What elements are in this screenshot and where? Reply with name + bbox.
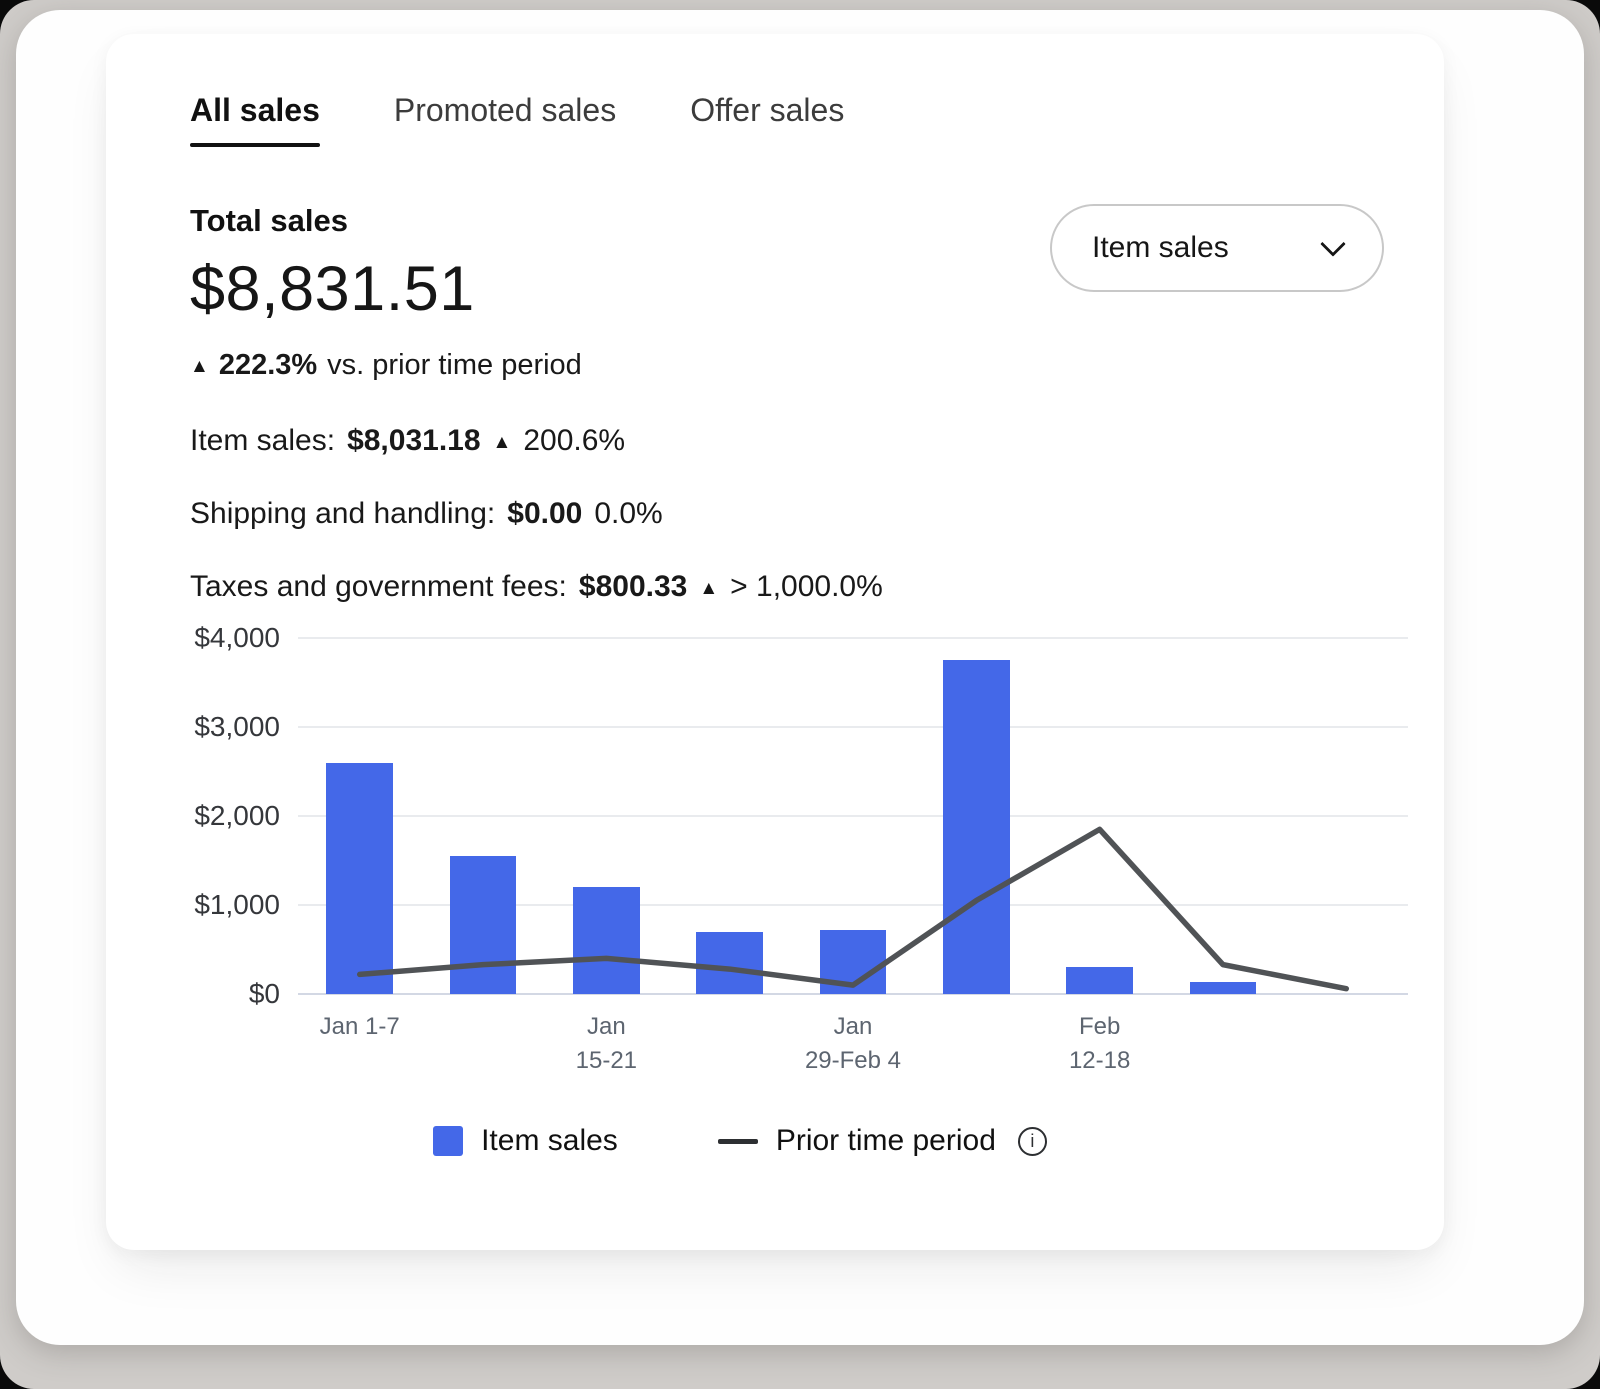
app-window: All sales Promoted sales Offer sales Ite…: [16, 10, 1584, 1345]
x-tick-empty: [1285, 1010, 1408, 1078]
chevron-down-icon: [1320, 231, 1346, 257]
y-tick-label: $3,000: [194, 711, 280, 742]
sales-tabs: All sales Promoted sales Offer sales: [190, 92, 1444, 147]
plot-area: [298, 637, 1408, 995]
x-tick-label: Jan 15-21: [575, 1013, 638, 1075]
item-sales-bar: [573, 887, 640, 994]
item-sales-bar: [449, 856, 517, 994]
metric-select-value: Item sales: [1092, 231, 1229, 264]
x-tick-label: Jan 29-Feb 4: [804, 1013, 901, 1075]
sales-breakdown: Item sales: $8,031.18 ▲ 200.6% Shipping …: [190, 424, 1444, 604]
x-tick-empty: [421, 1010, 544, 1078]
breakdown-pct: > 1,000.0%: [730, 570, 883, 603]
bar-slot: [1038, 638, 1161, 994]
sales-chart: $4,000 $3,000 $2,000 $1,000 $0 Jan 1-7 Jan 15…: [190, 622, 1408, 1078]
breakdown-pct: 200.6%: [523, 424, 626, 457]
breakdown-value: $800.33: [578, 570, 688, 603]
x-tick-empty: [668, 1010, 791, 1078]
line-swatch-icon: [717, 1138, 758, 1144]
info-icon[interactable]: i: [1017, 1126, 1047, 1156]
y-axis-labels: $4,000 $3,000 $2,000 $1,000 $0: [190, 622, 298, 1009]
metric-delta: ▲ 222.3% vs. prior time period: [190, 349, 1444, 382]
legend-prior-period: Prior time period i: [717, 1124, 1047, 1158]
x-tick-empty: [1161, 1010, 1284, 1078]
item-sales-bar: [1066, 967, 1133, 994]
x-axis-labels: Jan 1-7 Jan 15-21 Jan 29-Feb 4 Feb 12-18: [298, 1010, 1408, 1078]
y-tick-label: $4,000: [194, 622, 280, 653]
arrow-up-icon: ▲: [699, 577, 719, 599]
tab-promoted-sales-label: Promoted sales: [393, 92, 617, 128]
legend-line-label: Prior time period: [775, 1124, 996, 1158]
chart-legend: Item sales Prior time period i: [190, 1124, 1290, 1158]
active-tab-underline: [190, 143, 320, 147]
bar-slot: [545, 638, 668, 994]
tab-all-sales-label: All sales: [190, 92, 320, 128]
metric-delta-suffix: vs. prior time period: [327, 349, 582, 381]
metric-delta-pct: 222.3%: [218, 349, 318, 381]
x-tick-label: Jan 1-7: [319, 1013, 400, 1040]
breakdown-pct: 0.0%: [594, 497, 663, 530]
y-tick-label: $0: [248, 978, 280, 1009]
x-tick-empty: [915, 1010, 1038, 1078]
legend-item-sales: Item sales: [433, 1124, 618, 1158]
gridline: [298, 637, 1408, 639]
gridline: [298, 815, 1408, 817]
gridline: [298, 993, 1408, 995]
bar-slot: [791, 638, 914, 994]
item-sales-bar: [696, 931, 763, 994]
bar-swatch-icon: [433, 1126, 464, 1157]
bar-slot: [421, 638, 544, 994]
bar-series: [298, 638, 1408, 994]
bar-slot: [668, 638, 791, 994]
gridline: [298, 726, 1408, 728]
item-sales-bar: [1189, 982, 1257, 994]
breakdown-value: $0.00: [507, 497, 583, 530]
bar-slot: [1285, 638, 1408, 994]
arrow-up-icon: ▲: [190, 356, 209, 377]
bar-slot: [1161, 638, 1284, 994]
tab-promoted-sales[interactable]: Promoted sales: [394, 92, 616, 147]
tab-offer-sales-label: Offer sales: [690, 92, 845, 128]
arrow-up-icon: ▲: [492, 431, 512, 453]
breakdown-taxes: Taxes and government fees: $800.33 ▲ > 1…: [190, 570, 1444, 604]
item-sales-bar: [819, 929, 887, 994]
tab-offer-sales[interactable]: Offer sales: [690, 92, 844, 147]
item-sales-bar: [943, 660, 1010, 994]
breakdown-shipping: Shipping and handling: $0.00 0.0%: [190, 497, 1444, 531]
x-tick-label: Feb 12-18: [1068, 1013, 1131, 1075]
breakdown-label: Shipping and handling:: [190, 497, 496, 530]
breakdown-label: Item sales:: [190, 424, 336, 457]
metric-value: $8,831.51: [190, 254, 475, 324]
metric-select-dropdown[interactable]: Item sales: [1050, 204, 1384, 292]
sales-analytics-card: All sales Promoted sales Offer sales Ite…: [106, 34, 1444, 1251]
y-tick-label: $1,000: [194, 889, 280, 920]
breakdown-label: Taxes and government fees:: [190, 570, 567, 603]
metric-title: Total sales: [190, 203, 348, 238]
bar-slot: [298, 638, 421, 994]
breakdown-item-sales: Item sales: $8,031.18 ▲ 200.6%: [190, 424, 1444, 458]
legend-bar-label: Item sales: [481, 1124, 618, 1158]
bar-slot: [915, 638, 1038, 994]
breakdown-value: $8,031.18: [347, 424, 481, 457]
y-tick-label: $2,000: [194, 800, 280, 831]
tab-all-sales[interactable]: All sales: [190, 92, 320, 147]
item-sales-bar: [326, 762, 393, 994]
